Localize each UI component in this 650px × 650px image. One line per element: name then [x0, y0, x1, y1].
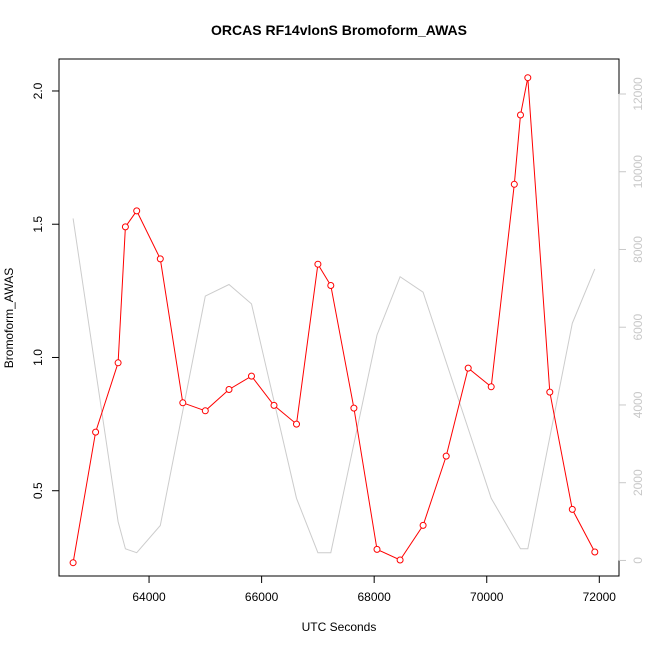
y-tick-label: 1.0	[31, 349, 45, 366]
data-point	[327, 282, 335, 289]
data-point	[314, 260, 322, 268]
y2-tick-label: 2000	[631, 469, 645, 496]
data-point	[524, 74, 532, 82]
data-point	[373, 545, 381, 553]
data-point	[517, 111, 524, 119]
data-point	[121, 223, 129, 231]
x-axis-label: UTC Seconds	[302, 620, 377, 634]
data-point	[591, 548, 599, 556]
y-tick-label: 2.0	[31, 82, 45, 99]
y2-tick-label: 4000	[631, 391, 645, 418]
data-point	[270, 401, 278, 409]
x-tick-label: 64000	[132, 590, 166, 604]
data-point	[225, 386, 233, 393]
data-point	[114, 359, 122, 367]
x-tick-label: 72000	[583, 590, 617, 604]
y-tick-label: 0.5	[31, 482, 45, 499]
y-axis-right: 0 2000 4000 6000 8000 10000 12000	[618, 77, 645, 564]
data-point	[248, 372, 255, 380]
x-tick-label: 68000	[357, 590, 391, 604]
y2-tick-label: 10000	[631, 155, 645, 189]
data-point	[419, 521, 427, 529]
primary-series-line	[72, 77, 596, 563]
data-point	[156, 255, 164, 263]
y2-tick-label: 0	[631, 557, 645, 564]
data-point	[487, 383, 495, 391]
data-point	[133, 207, 141, 215]
plot-frame	[58, 58, 620, 577]
data-point	[396, 556, 404, 564]
data-point	[69, 559, 77, 567]
secondary-series	[72, 218, 596, 554]
data-point	[568, 505, 576, 513]
y-axis-label: Bromoform_AWAS	[2, 268, 16, 368]
y2-tick-label: 12000	[631, 77, 645, 111]
data-point	[510, 180, 518, 188]
x-axis: 64000 66000 68000 70000 72000	[132, 575, 617, 604]
data-point	[464, 364, 472, 372]
y-axis-left: 0.5 1.0 1.5 2.0	[31, 82, 60, 499]
data-point	[293, 420, 300, 428]
x-tick-label: 66000	[245, 590, 279, 604]
secondary-series-line	[72, 218, 596, 554]
data-point	[546, 388, 554, 396]
data-point	[442, 452, 450, 460]
data-point	[92, 428, 100, 436]
y2-tick-label: 8000	[631, 236, 645, 263]
data-point	[179, 399, 187, 407]
y-tick-label: 1.5	[31, 216, 45, 233]
chart-title: ORCAS RF14vlonS Bromoform_AWAS	[211, 22, 467, 38]
x-tick-label: 70000	[470, 590, 504, 604]
data-point	[350, 404, 358, 412]
primary-series	[69, 74, 599, 567]
y2-tick-label: 6000	[631, 314, 645, 341]
data-point	[201, 407, 209, 415]
